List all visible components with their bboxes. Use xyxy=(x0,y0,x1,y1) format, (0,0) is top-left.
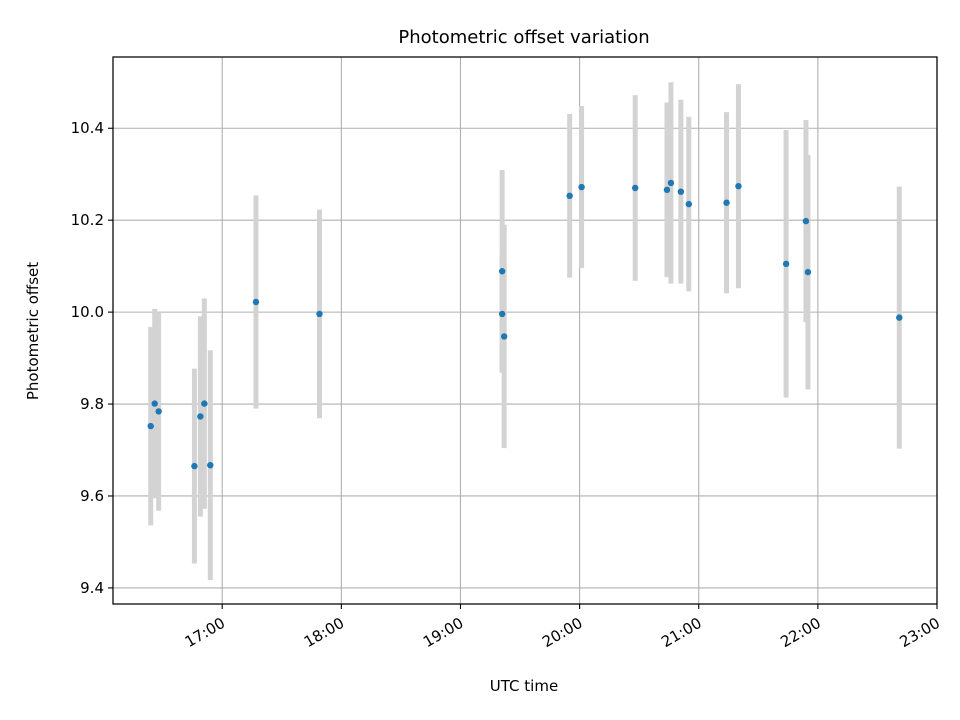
data-point xyxy=(578,183,585,191)
data-point xyxy=(252,298,260,306)
data-point xyxy=(498,268,506,275)
data-point xyxy=(685,200,693,208)
y-tick-label: 10.0 xyxy=(71,303,104,321)
data-point xyxy=(197,413,204,420)
data-point xyxy=(896,314,903,321)
y-tick-label: 9.8 xyxy=(80,395,104,413)
y-tick-label: 9.6 xyxy=(80,487,104,505)
y-tick-label: 9.4 xyxy=(80,579,104,597)
y-axis-title: Photometric offset xyxy=(24,262,42,400)
data-point xyxy=(207,461,214,469)
x-axis-title: UTC time xyxy=(490,677,558,695)
chart-title: Photometric offset variation xyxy=(398,27,649,48)
y-axis: 9.4 9.6 9.8 10.0 10.2 10.4 xyxy=(71,119,113,597)
data-point xyxy=(667,179,675,187)
data-point xyxy=(802,217,810,225)
y-tick-label: 10.4 xyxy=(71,119,104,137)
data-point xyxy=(677,188,685,195)
data-point xyxy=(804,268,812,276)
data-point xyxy=(316,310,323,318)
grid xyxy=(113,57,938,604)
data-point xyxy=(500,333,508,340)
data-points xyxy=(147,179,903,470)
data-point xyxy=(735,182,742,190)
data-point xyxy=(151,400,158,407)
data-point xyxy=(201,400,208,407)
data-point xyxy=(191,462,198,470)
data-point xyxy=(631,184,639,192)
data-point xyxy=(155,408,162,415)
data-point xyxy=(723,199,730,206)
data-point xyxy=(663,186,671,194)
y-tick-label: 10.2 xyxy=(71,211,104,229)
data-point xyxy=(782,260,790,268)
data-point xyxy=(147,422,154,430)
data-point xyxy=(566,192,573,200)
data-point xyxy=(498,310,506,318)
plot-frame xyxy=(112,56,938,605)
